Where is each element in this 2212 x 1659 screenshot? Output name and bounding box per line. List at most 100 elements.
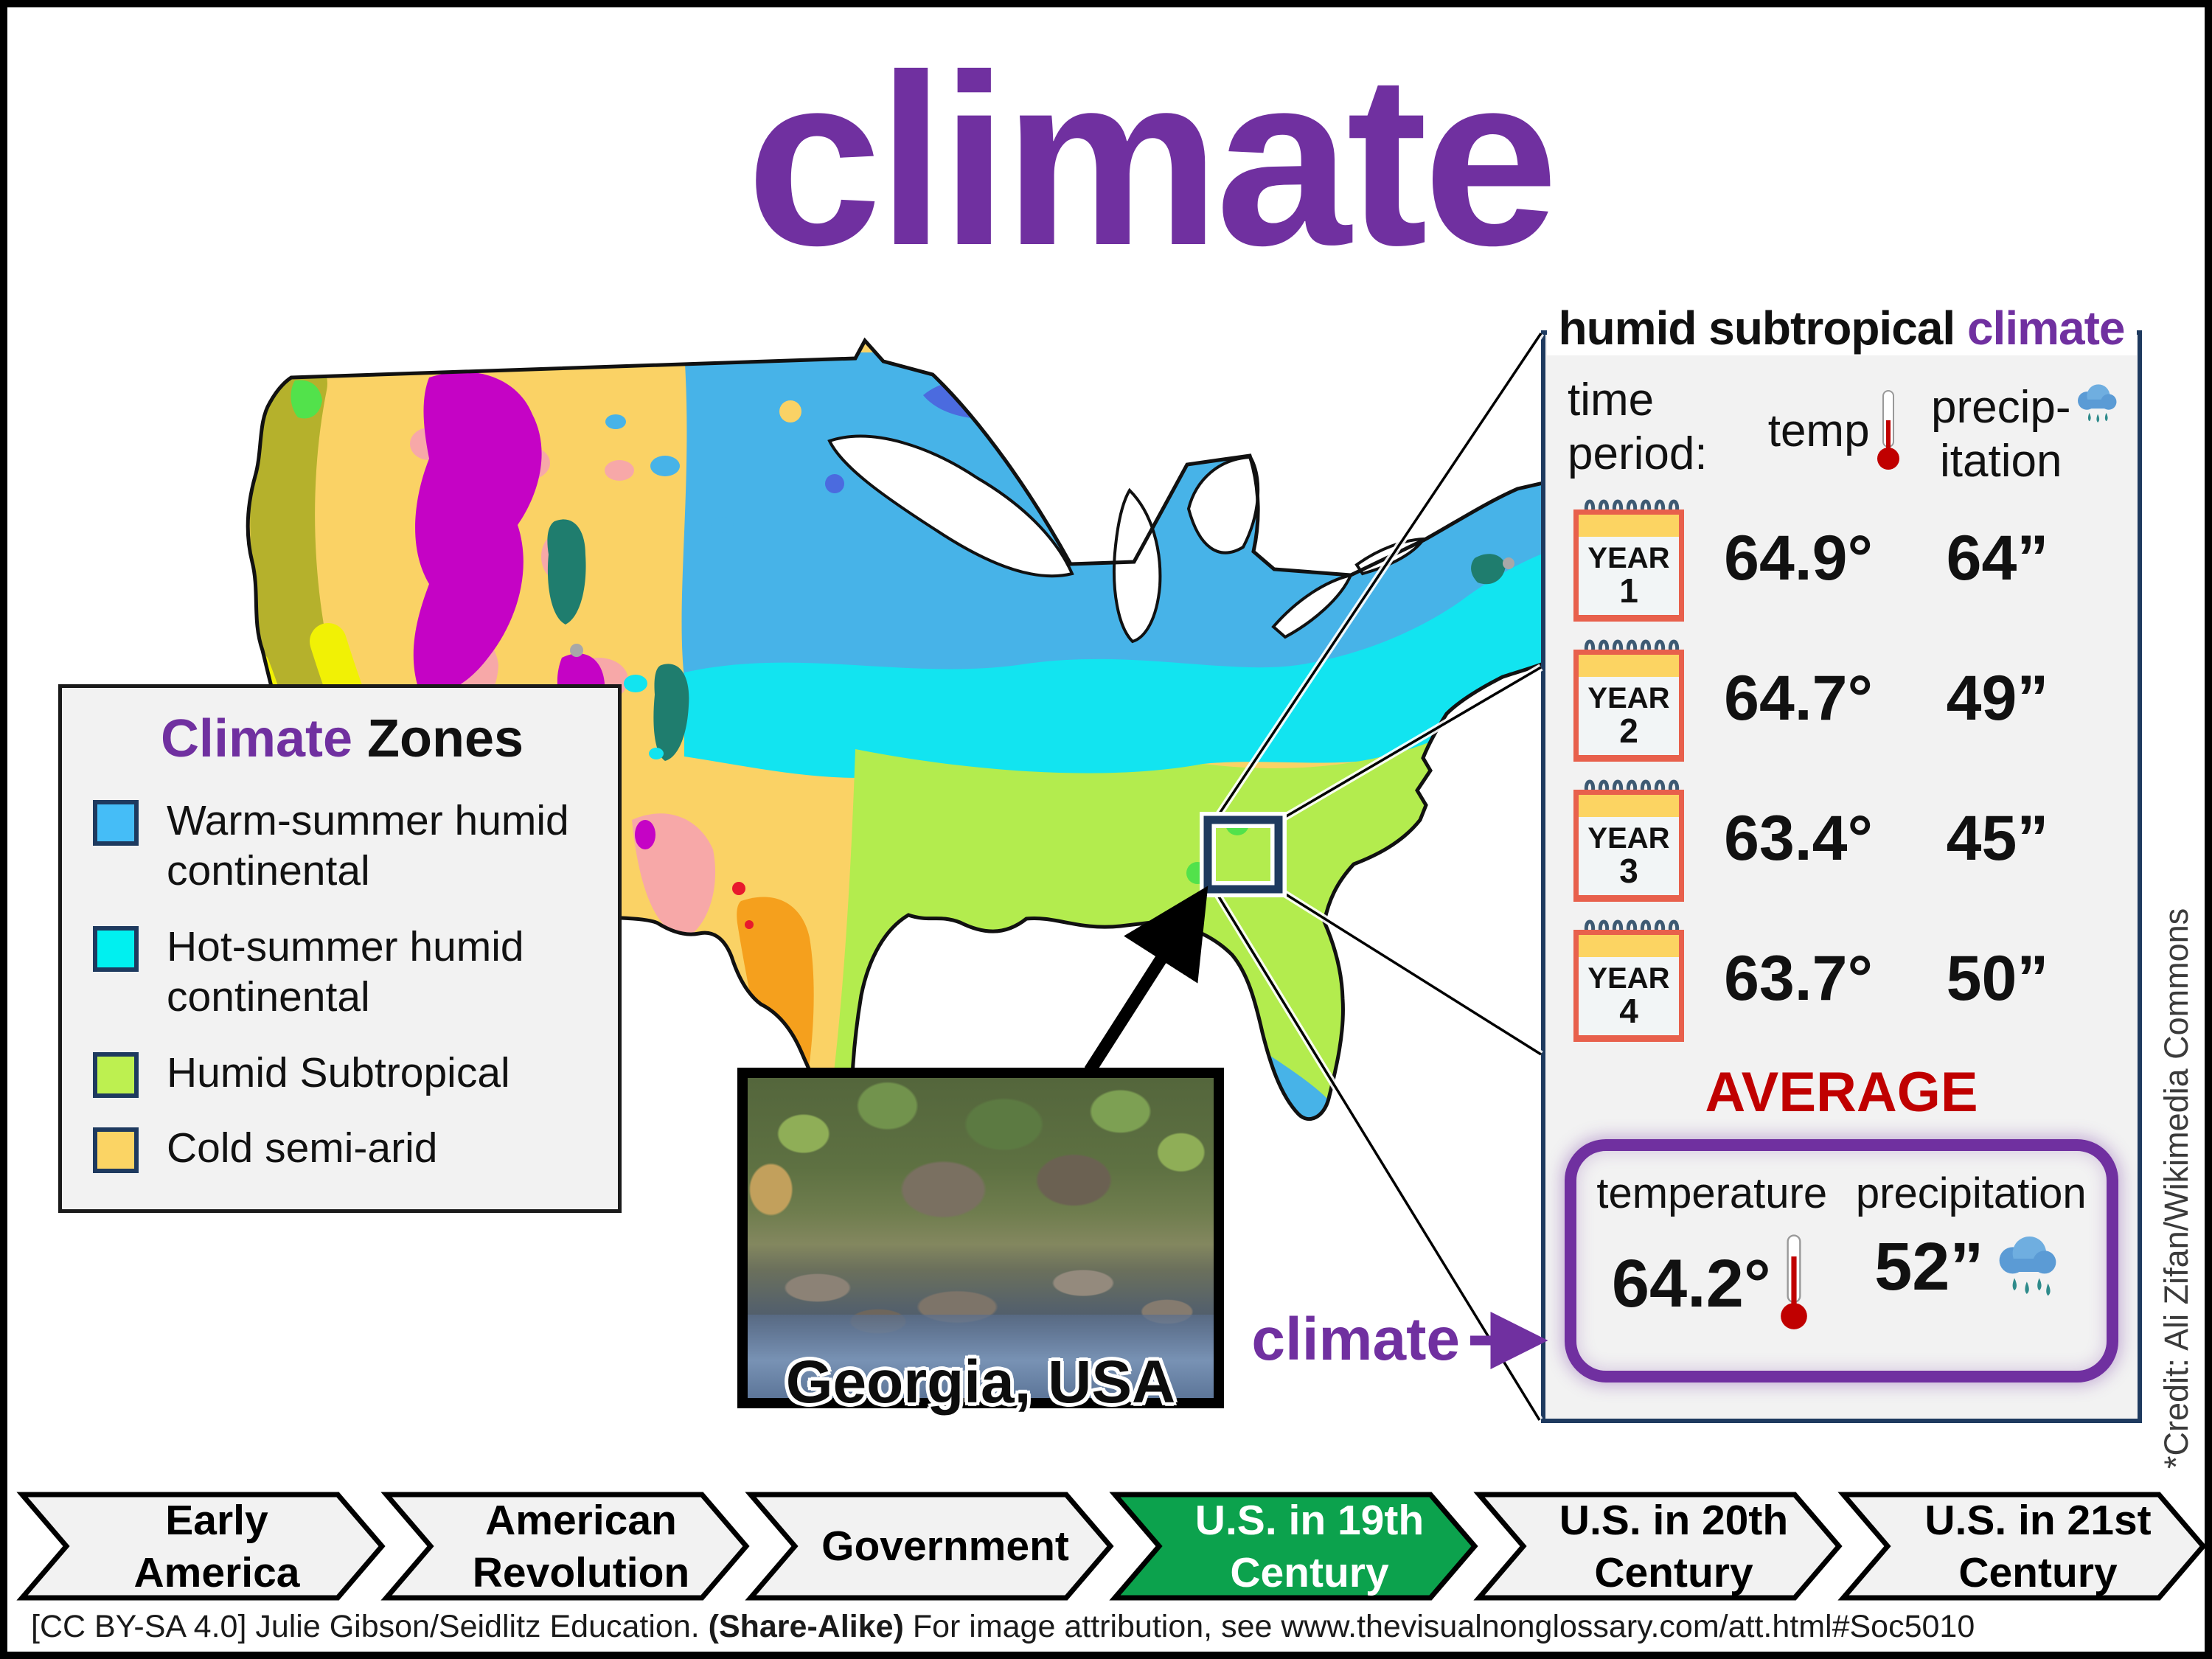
legend-item-label: Humid Subtropical bbox=[167, 1048, 510, 1096]
calendar-year-number: 4 bbox=[1619, 992, 1638, 1031]
timeline-chevron-us-21st-century bbox=[1837, 1492, 2207, 1601]
climate-zones-legend: Climate Zones Warm-summer humid continen… bbox=[58, 684, 622, 1213]
calendar-year-label: YEAR bbox=[1587, 962, 1670, 995]
precip-header-label: precip- itation bbox=[1931, 380, 2071, 488]
precip-value: 64” bbox=[1946, 522, 2049, 594]
rain-cloud-icon bbox=[2077, 384, 2116, 422]
panel-title-black: humid subtropical bbox=[1558, 302, 1967, 355]
timeline-label-line1: American bbox=[485, 1496, 677, 1544]
timeline-label-american-revolution: American Revolution bbox=[434, 1497, 728, 1596]
timeline-label-line2: Century bbox=[1230, 1549, 1389, 1596]
timeline-label-us-20th-century: U.S. in 20th Century bbox=[1526, 1497, 1821, 1596]
year-row: YEAR 2 64.7° 49” bbox=[1545, 628, 2138, 768]
precip-value: 50” bbox=[1946, 942, 2049, 1014]
average-title: AVERAGE bbox=[1705, 1061, 1978, 1124]
rain-cloud-icon bbox=[2000, 1236, 2056, 1296]
timeline-label-government: Government bbox=[798, 1506, 1093, 1588]
calendar-rings-icon bbox=[1584, 639, 1680, 653]
year-row: YEAR 3 63.4° 45” bbox=[1545, 768, 2138, 908]
legend-title-rest: Zones bbox=[352, 709, 524, 768]
calendar-rings-icon bbox=[1584, 499, 1680, 513]
legend-item: Warm-summer humid continental bbox=[93, 796, 591, 897]
timeline-label-line1: U.S. in 19th bbox=[1194, 1496, 1425, 1544]
year-row: YEAR 4 63.7° 50” bbox=[1545, 908, 2138, 1048]
temp-value: 63.4° bbox=[1724, 802, 1873, 874]
timeline-label-line1: Government bbox=[821, 1523, 1069, 1571]
legend-swatch-hot-summer bbox=[93, 925, 139, 972]
photo-trees bbox=[748, 1078, 1214, 1264]
calendar-icon: YEAR 4 bbox=[1573, 915, 1691, 1043]
average-temp-number: 64.2° bbox=[1611, 1245, 1771, 1321]
average-precip-value: 52” bbox=[1842, 1228, 2101, 1306]
calendar-body: YEAR 2 bbox=[1573, 650, 1684, 762]
calendar-body: YEAR 4 bbox=[1573, 930, 1684, 1043]
average-precipitation-col: precipitation 52” bbox=[1842, 1169, 2101, 1371]
precip-value: 45” bbox=[1946, 802, 2049, 874]
timeline-label-line2: Revolution bbox=[472, 1549, 690, 1596]
average-precip-number: 52” bbox=[1874, 1229, 1984, 1305]
temp-value: 63.7° bbox=[1724, 942, 1873, 1014]
timeline-label-us-21st-century: U.S. in 21st Century bbox=[1891, 1497, 2185, 1596]
calendar-page: YEAR 3 bbox=[1579, 817, 1679, 896]
legend-swatch-humid-subtropical bbox=[93, 1051, 139, 1098]
legend-item-label: Warm-summer humid continental bbox=[167, 797, 569, 895]
timeline-label-line1: U.S. in 20th bbox=[1559, 1496, 1789, 1544]
year-row: YEAR 1 64.9° 64” bbox=[1545, 488, 2138, 628]
calendar-year-label: YEAR bbox=[1587, 822, 1670, 855]
attribution-url: For image attribution, see www.thevisual… bbox=[903, 1609, 1975, 1644]
legend-swatch-cold-semi-arid bbox=[93, 1127, 139, 1174]
humid-subtropical-panel: humid subtropical climate time period: t… bbox=[1541, 301, 2142, 1423]
panel-header-row: time period: temp precip- itation bbox=[1545, 335, 2138, 488]
legend-title: Climate Zones bbox=[93, 709, 591, 769]
legend-item: Humid Subtropical bbox=[93, 1048, 591, 1098]
timeline-label-line2: Century bbox=[1958, 1549, 2118, 1596]
legend-item: Hot-summer humid continental bbox=[93, 922, 591, 1023]
column-header-time-period: time period: bbox=[1568, 375, 1708, 480]
timeline-label-line1: Early bbox=[165, 1496, 268, 1544]
calendar-year-number: 2 bbox=[1619, 712, 1638, 751]
timeline-chevron-us-19th-century bbox=[1109, 1492, 1478, 1601]
panel-title-accent: climate bbox=[1966, 302, 2126, 355]
calendar-top-band bbox=[1579, 515, 1679, 538]
climate-pointer-label: climate bbox=[1251, 1306, 1460, 1373]
average-temperature-col: temperature 64.2° bbox=[1582, 1169, 1842, 1371]
calendar-body: YEAR 1 bbox=[1573, 509, 1684, 622]
timeline-chevron-american-revolution bbox=[380, 1492, 750, 1601]
temp-header-label: temp bbox=[1767, 406, 1870, 457]
temp-value: 64.7° bbox=[1724, 662, 1873, 734]
calendar-page: YEAR 2 bbox=[1579, 677, 1679, 756]
credit-vertical-text: *Credit: Ali Zifan/Wikimedia Commons bbox=[2157, 908, 2195, 1469]
calendar-top-band bbox=[1579, 655, 1679, 678]
georgia-photo bbox=[737, 1068, 1224, 1408]
legend-item-label: Hot-summer humid continental bbox=[167, 922, 524, 1021]
timeline-chevron-government bbox=[745, 1492, 1114, 1601]
attribution-line: [CC BY-SA 4.0] Julie Gibson/Seidlitz Edu… bbox=[31, 1609, 1975, 1645]
precip-header-line1: precip- bbox=[1931, 382, 2071, 433]
temp-value: 64.9° bbox=[1724, 522, 1873, 594]
photo-caption: Georgia, USA bbox=[785, 1349, 1176, 1416]
calendar-page: YEAR 4 bbox=[1579, 957, 1679, 1036]
calendar-rings-icon bbox=[1584, 779, 1680, 793]
timeline-label-us-19th-century: U.S. in 19th Century bbox=[1162, 1497, 1457, 1596]
calendar-icon: YEAR 3 bbox=[1573, 775, 1691, 902]
timeline-label-line1: U.S. in 21st bbox=[1924, 1496, 2152, 1544]
legend-item-label: Cold semi-arid bbox=[167, 1124, 438, 1172]
precip-value: 49” bbox=[1946, 662, 2049, 734]
column-header-temp: temp bbox=[1740, 373, 1931, 475]
precip-header-line2: itation bbox=[1940, 436, 2062, 487]
photo-water bbox=[748, 1315, 1214, 1398]
page-title: climate bbox=[746, 24, 1558, 296]
timeline-label-early-america: Early America bbox=[69, 1497, 364, 1596]
calendar-top-band bbox=[1579, 935, 1679, 958]
average-temp-label: temperature bbox=[1596, 1169, 1828, 1218]
timeline-chevron-us-20th-century bbox=[1473, 1492, 1843, 1601]
timeline-label-line2: America bbox=[133, 1549, 300, 1596]
legend-item: Cold semi-arid bbox=[93, 1123, 591, 1174]
calendar-icon: YEAR 1 bbox=[1573, 495, 1691, 622]
calendar-year-number: 3 bbox=[1619, 852, 1638, 891]
calendar-top-band bbox=[1579, 795, 1679, 818]
timeline-chevron-early-america bbox=[16, 1492, 386, 1601]
attribution-license: [CC BY-SA 4.0] Julie Gibson/Seidlitz Edu… bbox=[31, 1609, 709, 1644]
column-header-precipitation: precip- itation bbox=[1931, 373, 2123, 488]
